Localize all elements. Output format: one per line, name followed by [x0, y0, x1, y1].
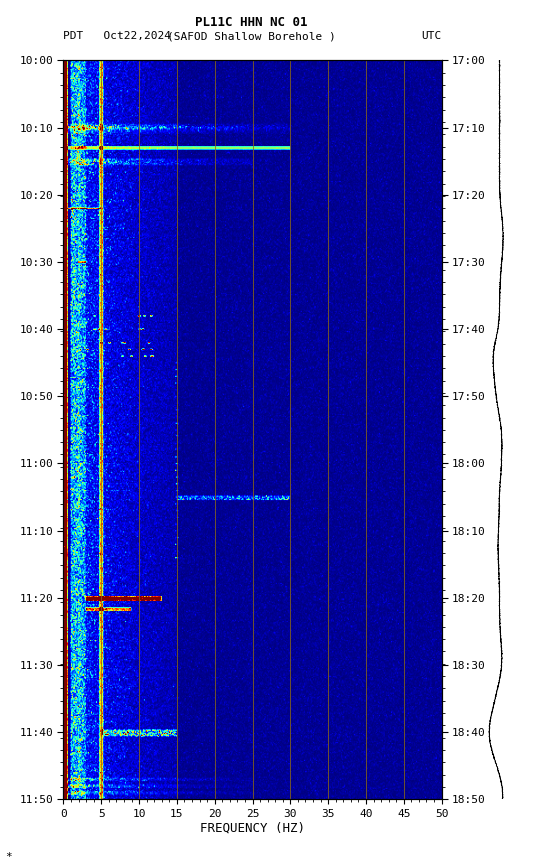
Text: (SAFOD Shallow Borehole ): (SAFOD Shallow Borehole ): [167, 31, 336, 41]
Text: UTC: UTC: [421, 31, 442, 41]
Text: PL11C HHN NC 01: PL11C HHN NC 01: [195, 16, 307, 29]
X-axis label: FREQUENCY (HZ): FREQUENCY (HZ): [200, 822, 305, 835]
Text: *: *: [6, 852, 12, 861]
Text: PDT   Oct22,2024: PDT Oct22,2024: [63, 31, 172, 41]
